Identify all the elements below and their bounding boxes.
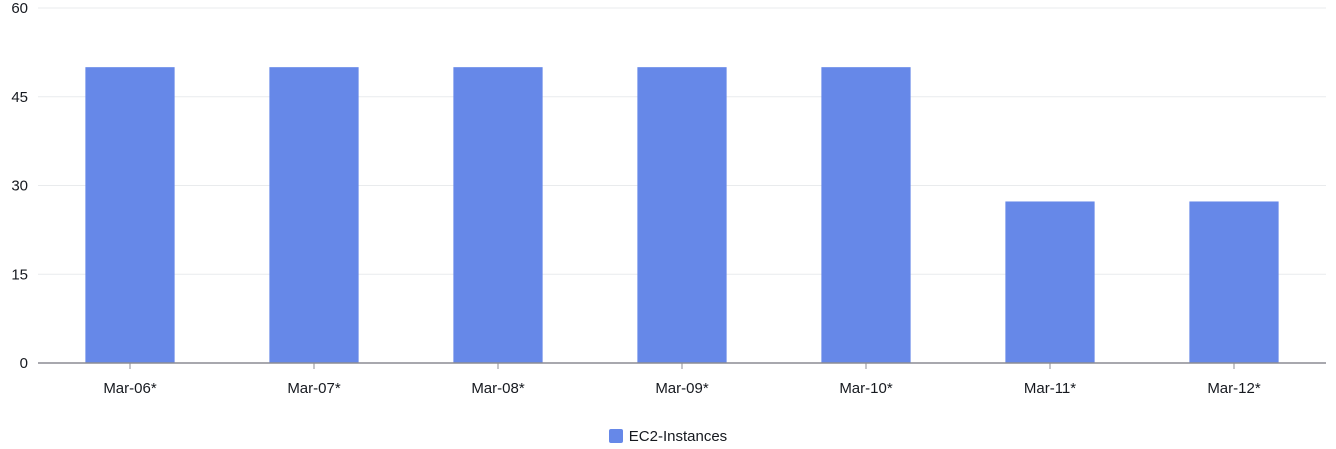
x-tick-label: Mar-12* <box>1207 380 1261 397</box>
bar[interactable] <box>1189 201 1279 363</box>
y-tick-label: 45 <box>11 89 28 106</box>
bar[interactable] <box>453 67 543 364</box>
bar[interactable] <box>85 67 175 364</box>
bar[interactable] <box>269 67 359 364</box>
x-tick-label: Mar-06* <box>103 380 157 397</box>
x-tick-label: Mar-11* <box>1024 380 1076 397</box>
y-tick-label: 0 <box>20 355 28 372</box>
legend-label: EC2-Instances <box>628 427 728 445</box>
bar[interactable] <box>1005 201 1095 363</box>
y-tick-label: 60 <box>11 0 28 17</box>
legend-item-ec2-instances[interactable]: EC2-Instances <box>608 427 728 445</box>
x-tick-label: Mar-10* <box>839 380 893 397</box>
bar[interactable] <box>637 67 727 364</box>
bar[interactable] <box>821 67 911 364</box>
legend-swatch <box>608 429 623 443</box>
legend: EC2-Instances <box>0 426 1336 446</box>
y-tick-label: 15 <box>11 266 28 283</box>
x-tick-label: Mar-09* <box>655 380 709 397</box>
x-tick-label: Mar-07* <box>287 380 341 397</box>
x-tick-label: Mar-08* <box>471 380 525 397</box>
y-tick-label: 30 <box>11 178 28 195</box>
bar-chart-plot: 0 15 30 45 60 Mar-06* Mar-07* Mar-08* Mar-09* Mar… <box>11 0 1326 397</box>
